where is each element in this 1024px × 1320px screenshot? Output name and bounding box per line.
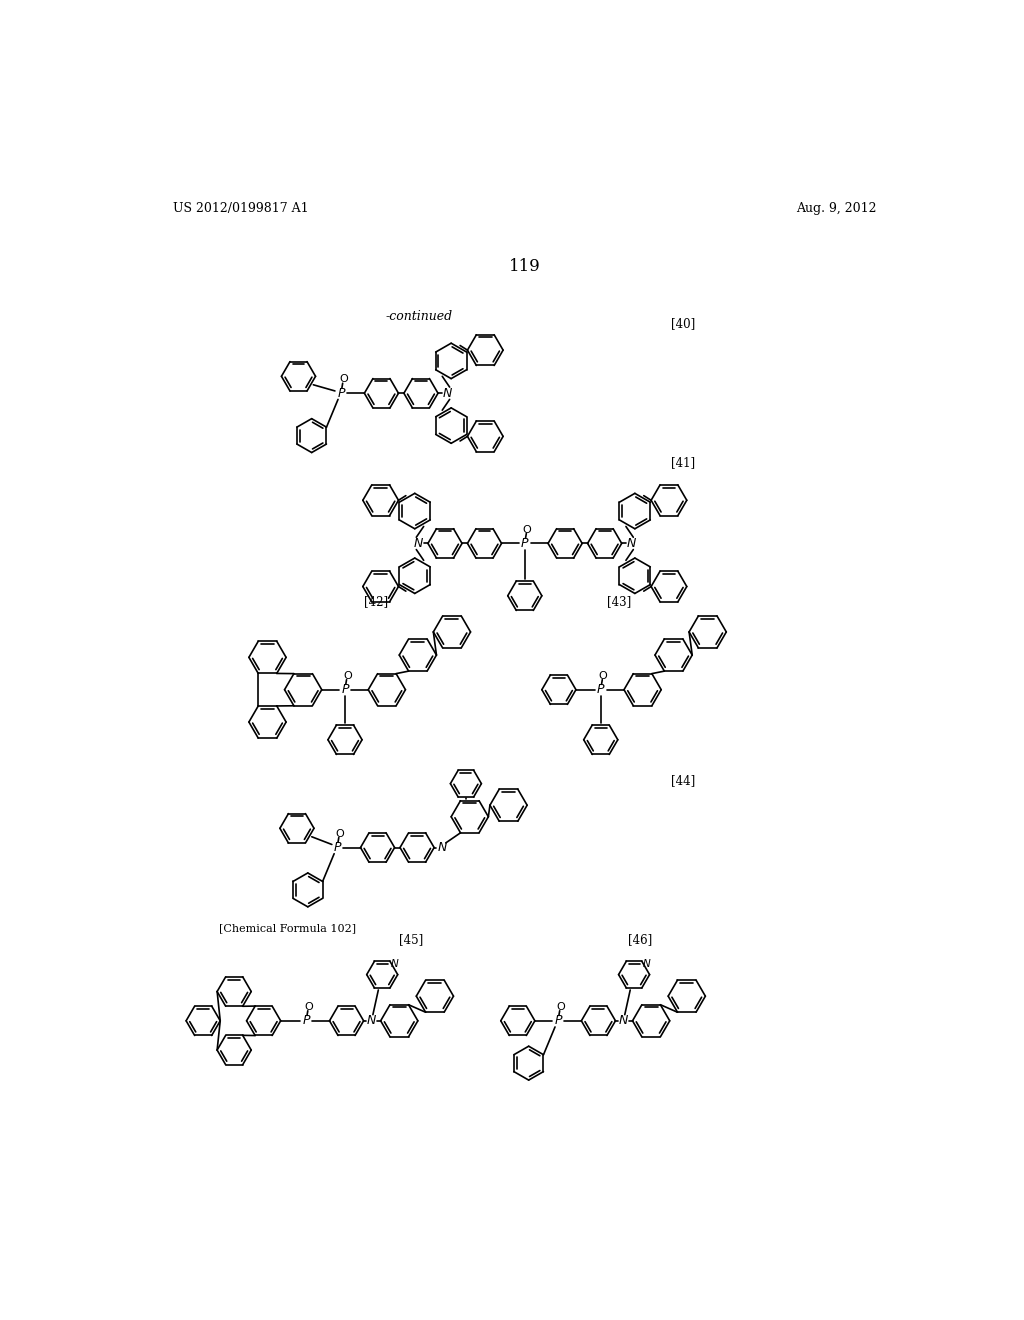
Text: 119: 119 [509,257,541,275]
Text: [Chemical Formula 102]: [Chemical Formula 102] [219,924,356,933]
Text: N: N [437,841,446,854]
Text: [45]: [45] [399,933,424,946]
Text: [43]: [43] [607,594,631,607]
Text: O: O [335,829,344,838]
Text: P: P [341,684,349,696]
Text: O: O [599,671,607,681]
Text: P: P [597,684,604,696]
Text: P: P [554,1014,562,1027]
Text: O: O [522,524,531,535]
Text: O: O [556,1002,565,1012]
Text: O: O [343,671,351,681]
Text: P: P [302,1014,310,1027]
Text: [44]: [44] [671,774,694,787]
Text: P: P [521,537,528,550]
Text: N: N [367,1014,376,1027]
Text: N: N [618,1014,628,1027]
Text: [42]: [42] [365,594,388,607]
Text: Aug. 9, 2012: Aug. 9, 2012 [796,202,877,215]
Text: O: O [339,375,348,384]
Text: P: P [337,387,345,400]
Text: N: N [643,958,650,969]
Text: N: N [627,537,636,550]
Text: [41]: [41] [671,455,694,469]
Text: O: O [304,1002,313,1012]
Text: N: N [414,537,423,550]
Text: -continued: -continued [385,310,453,323]
Text: [46]: [46] [628,933,652,946]
Text: [40]: [40] [671,317,694,330]
Text: P: P [334,841,341,854]
Text: US 2012/0199817 A1: US 2012/0199817 A1 [173,202,308,215]
Text: N: N [442,387,452,400]
Text: N: N [391,958,398,969]
